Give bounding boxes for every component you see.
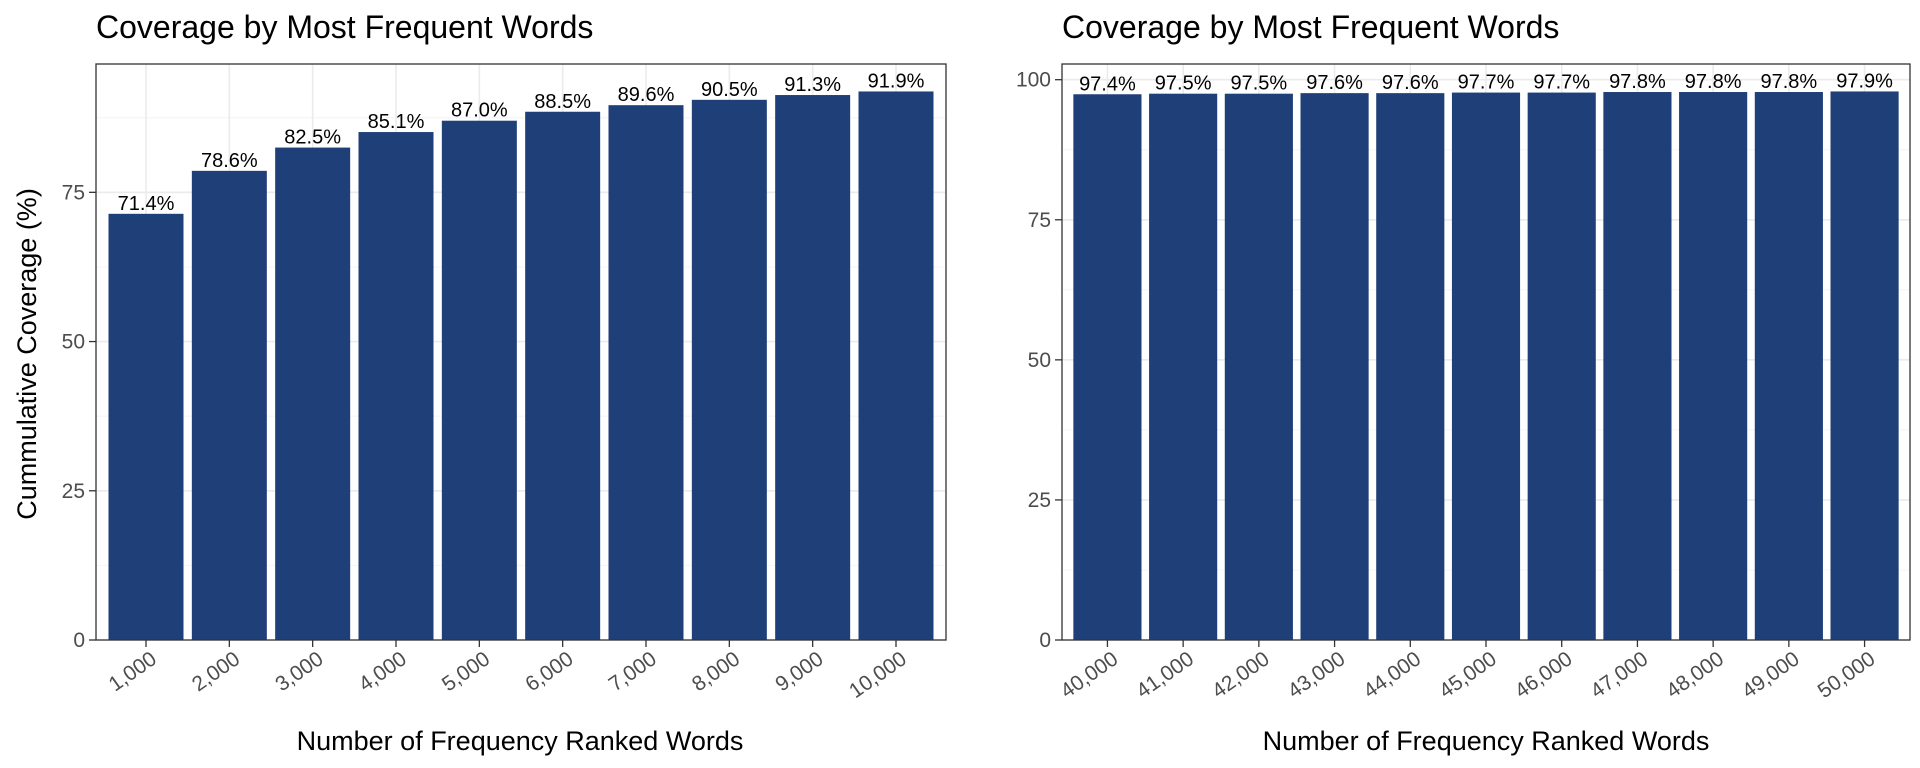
right-bar-6 <box>1451 92 1521 641</box>
left-y-tick-label: 50 <box>62 331 85 354</box>
left-x-tick-label: 9,000 <box>771 647 827 696</box>
left-bar-8 <box>691 99 767 640</box>
left-x-tick-label: 6,000 <box>521 647 577 696</box>
right-y-tick-label: 50 <box>1028 349 1051 372</box>
left-panel-border <box>95 63 947 641</box>
left-x-axis-title: Number of Frequency Ranked Words <box>297 726 744 756</box>
right-bar-8 <box>1603 92 1672 640</box>
left-x-tick-label: 7,000 <box>605 647 661 696</box>
right-bar-7 <box>1527 92 1596 641</box>
left-x-tick-label: 3,000 <box>271 647 327 696</box>
left-data-label-4: 85.1% <box>368 111 425 133</box>
right-x-tick-label: 44,000 <box>1359 647 1425 703</box>
right-data-label-8: 97.8% <box>1609 71 1666 93</box>
right-bar-3 <box>1224 93 1293 641</box>
right-bar-11 <box>1830 91 1899 640</box>
left-y-axis-title: Cummulative Coverage (%) <box>12 188 42 520</box>
left-chart-title: Coverage by Most Frequent Words <box>96 9 593 45</box>
left-y-tick-label: 75 <box>62 181 85 204</box>
right-data-label-11: 97.9% <box>1836 70 1893 92</box>
right-x-tick-label: 49,000 <box>1738 647 1804 703</box>
left-bar-6 <box>525 111 601 641</box>
right-x-tick-label: 43,000 <box>1284 647 1350 703</box>
left-data-label-2: 78.6% <box>201 150 258 172</box>
left-bar-3 <box>275 147 351 641</box>
left-x-tick-label: 10,000 <box>845 647 911 703</box>
right-x-axis-title: Number of Frequency Ranked Words <box>1263 726 1710 756</box>
right-chart-title: Coverage by Most Frequent Words <box>1062 9 1559 45</box>
left-x-tick-label: 8,000 <box>688 647 744 696</box>
right-y-tick-label: 25 <box>1028 489 1051 512</box>
left-data-label-5: 87.0% <box>451 100 508 122</box>
left-x-tick-label: 2,000 <box>188 647 244 696</box>
left-data-label-9: 91.3% <box>784 74 841 96</box>
right-bar-9 <box>1679 92 1748 640</box>
right-data-label-6: 97.7% <box>1458 72 1515 94</box>
left-bar-2 <box>191 170 267 641</box>
right-x-tick-label: 47,000 <box>1586 647 1652 703</box>
right-bar-5 <box>1376 93 1445 641</box>
right-data-label-4: 97.6% <box>1306 72 1363 94</box>
left-chart-panel: Coverage by Most Frequent Words Number o… <box>12 9 947 756</box>
left-bar-4 <box>358 132 434 640</box>
left-y-tick-label: 25 <box>62 480 85 503</box>
right-data-label-10: 97.8% <box>1760 71 1817 93</box>
right-bar-1 <box>1073 94 1142 640</box>
left-bar-5 <box>441 120 517 641</box>
left-data-label-10: 91.9% <box>868 70 925 92</box>
left-x-tick-label: 5,000 <box>438 647 494 696</box>
right-x-tick-label: 48,000 <box>1662 647 1728 703</box>
right-x-tick-label: 41,000 <box>1132 647 1198 703</box>
left-bar-1 <box>108 213 184 640</box>
right-data-label-3: 97.5% <box>1230 73 1287 95</box>
right-y-tick-label: 0 <box>1039 629 1051 652</box>
right-data-label-7: 97.7% <box>1533 72 1590 94</box>
right-bar-4 <box>1300 93 1369 641</box>
right-chart-panel: Coverage by Most Frequent Words Number o… <box>1016 9 1911 756</box>
right-data-label-2: 97.5% <box>1155 73 1212 95</box>
left-data-label-6: 88.5% <box>534 91 591 113</box>
right-data-label-9: 97.8% <box>1685 71 1742 93</box>
left-bar-7 <box>608 105 684 641</box>
left-bar-10 <box>858 91 934 641</box>
left-data-label-1: 71.4% <box>118 193 175 215</box>
right-x-tick-label: 50,000 <box>1814 647 1880 703</box>
right-x-tick-label: 40,000 <box>1056 647 1122 703</box>
left-x-tick-label: 4,000 <box>355 647 411 696</box>
right-bar-10 <box>1754 92 1823 640</box>
right-y-tick-label: 75 <box>1028 209 1051 232</box>
right-data-label-5: 97.6% <box>1382 72 1439 94</box>
left-data-label-3: 82.5% <box>284 127 341 149</box>
right-x-tick-label: 42,000 <box>1208 647 1274 703</box>
left-data-label-7: 89.6% <box>618 84 675 106</box>
right-x-tick-label: 46,000 <box>1511 647 1577 703</box>
right-y-tick-label: 100 <box>1016 69 1051 92</box>
right-x-tick-label: 45,000 <box>1435 647 1501 703</box>
left-data-label-8: 90.5% <box>701 79 758 101</box>
right-bar-2 <box>1149 93 1218 641</box>
left-y-tick-label: 0 <box>73 629 85 652</box>
right-data-label-1: 97.4% <box>1079 73 1136 95</box>
left-bar-9 <box>775 95 851 641</box>
left-x-tick-label: 1,000 <box>105 647 161 696</box>
